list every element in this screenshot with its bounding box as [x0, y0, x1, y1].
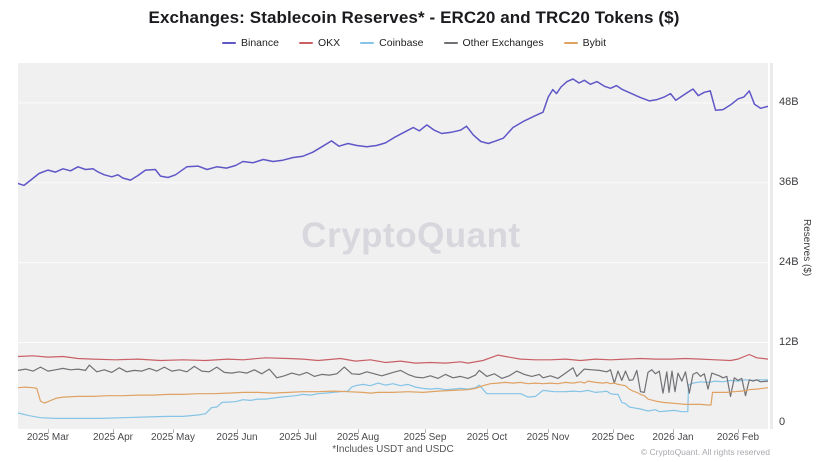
plot-svg [18, 78, 768, 419]
x-tick-label: 2025 Apr [92, 432, 134, 443]
chart-footnote: *Includes USDT and USDC [332, 444, 454, 455]
y-tick-label: 36B [779, 176, 799, 188]
x-tick-mark [548, 429, 549, 433]
x-tick-mark [425, 429, 426, 433]
x-tick-mark [738, 429, 739, 433]
legend-item-other-exchanges[interactable]: Other Exchanges [443, 37, 544, 49]
x-tick-mark [113, 429, 114, 433]
series-line-okx[interactable] [18, 353, 768, 364]
x-tick-mark [358, 429, 359, 433]
x-tick-label: 2025 Oct [466, 432, 508, 443]
y-tick-label: 0 [779, 416, 786, 428]
x-tick-mark [673, 429, 674, 433]
y-tick-label: 24B [779, 256, 799, 268]
legend-label: OKX [317, 37, 341, 49]
y-tick-label: 12B [779, 336, 799, 348]
y-tick-label: 48B [779, 96, 799, 108]
x-tick-label: 2025 Dec [591, 432, 635, 443]
x-tick-label: 2026 Feb [716, 432, 760, 443]
legend-line-swatch [443, 42, 458, 44]
x-tick-label: 2025 Sep [403, 432, 447, 443]
x-tick-label: 2026 Jan [652, 432, 694, 443]
legend-line-swatch [563, 42, 578, 44]
series-line-bybit[interactable] [18, 380, 768, 406]
legend-label: Bybit [582, 37, 606, 49]
x-tick-mark [298, 429, 299, 433]
chart-legend: Binance OKX Coinbase Other Exchanges Bybit [0, 37, 828, 49]
legend-line-swatch [360, 42, 375, 44]
legend-label: Other Exchanges [462, 37, 544, 49]
legend-line-swatch [298, 42, 313, 44]
x-tick-mark [173, 429, 174, 433]
legend-label: Binance [241, 37, 279, 49]
legend-item-okx[interactable]: OKX [298, 37, 341, 49]
plot-area[interactable]: CryptoQuant [18, 63, 768, 429]
chart-title: Exchanges: Stablecoin Reserves* - ERC20 … [148, 8, 680, 27]
x-tick-label: 2025 Jul [279, 432, 317, 443]
y-axis-separator [770, 63, 773, 429]
x-tick-mark [613, 429, 614, 433]
legend-item-binance[interactable]: Binance [222, 37, 279, 49]
x-tick-mark [48, 429, 49, 433]
x-tick-label: 2025 Aug [336, 432, 380, 443]
x-tick-label: 2025 Mar [26, 432, 70, 443]
x-tick-label: 2025 May [151, 432, 195, 443]
legend-line-swatch [222, 42, 236, 44]
series-line-binance[interactable] [18, 78, 768, 187]
x-tick-mark [487, 429, 488, 433]
x-tick-label: 2025 Jun [216, 432, 258, 443]
x-tick-label: 2025 Nov [526, 432, 570, 443]
series-line-coinbase[interactable] [18, 379, 768, 419]
y-axis-title: Reserves ($) [801, 219, 812, 277]
x-tick-mark [237, 429, 238, 433]
legend-item-coinbase[interactable]: Coinbase [360, 37, 424, 49]
legend-item-bybit[interactable]: Bybit [563, 37, 606, 49]
legend-label: Coinbase [379, 37, 424, 49]
copyright-notice: © CryptoQuant. All rights reserved [640, 447, 770, 457]
series-line-other-exchanges[interactable] [18, 364, 768, 397]
